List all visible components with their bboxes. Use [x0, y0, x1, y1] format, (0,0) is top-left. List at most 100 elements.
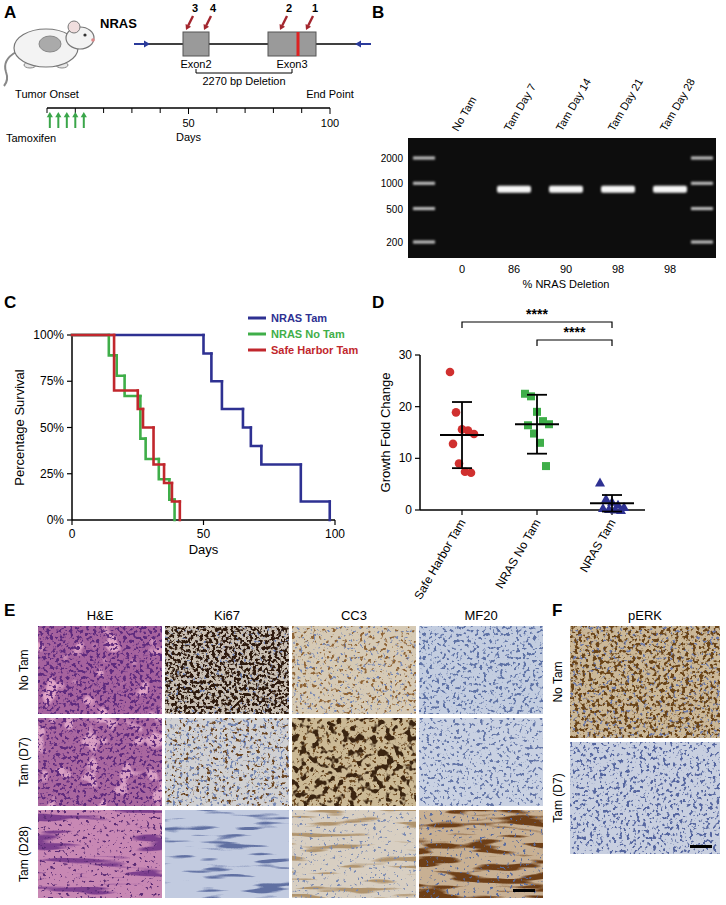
error-bar: [527, 395, 547, 454]
primer-arrow: [204, 16, 211, 30]
timeline-tick: [301, 108, 302, 113]
timeline-tick: [160, 108, 161, 113]
survival-step: [146, 439, 159, 459]
scale-bar: [513, 889, 535, 892]
tile-texture: [292, 718, 416, 806]
tamoxifen-dose: [81, 112, 87, 128]
ladder-band: [691, 182, 713, 185]
panel-label: B: [372, 3, 384, 22]
histology-image: [38, 626, 162, 714]
primer-label: 1: [312, 2, 318, 14]
panel-label: C: [4, 293, 16, 312]
lane-label: Tam Day 21: [605, 76, 645, 133]
point: [446, 368, 455, 377]
tile-texture: [292, 626, 416, 714]
error-stem: [461, 402, 463, 468]
ladder-band: [691, 207, 713, 210]
error-stem: [611, 495, 613, 512]
ladder-band: [413, 241, 435, 244]
tamoxifen-dose-shaft: [66, 117, 68, 128]
tile-texture: [38, 718, 162, 806]
pcr-band: [549, 186, 583, 193]
tamoxifen-dose: [64, 112, 70, 128]
ladder-label: 1000: [381, 178, 404, 189]
y-tick: [67, 381, 72, 382]
figure: ANRASExon2Exon334212270 bp Deletion50100…: [0, 0, 726, 905]
tick-label: 50: [197, 527, 211, 541]
x-tick: [71, 520, 72, 525]
histology-image: [165, 718, 289, 806]
error-cap: [527, 394, 547, 396]
tick-label: 100: [325, 527, 345, 541]
error-stem: [536, 395, 538, 454]
tile-texture: [419, 718, 543, 806]
point: [470, 430, 479, 439]
tile-background: [165, 718, 289, 806]
lane-label: Tam Day 14: [553, 76, 593, 133]
gel: [408, 138, 716, 258]
tamoxifen-dose-head: [81, 112, 87, 117]
tick-label: 75%: [40, 374, 64, 388]
ladder-label: 200: [386, 237, 403, 248]
primer-arrow: [306, 16, 313, 30]
survival-step: [114, 335, 138, 391]
tile-background: [38, 626, 162, 714]
panel-label: A: [4, 3, 16, 22]
mutation: [297, 32, 300, 56]
tick-label: 100%: [33, 328, 64, 342]
mouse-ear: [68, 21, 80, 33]
error-cap: [527, 453, 547, 455]
timeline-tick: [330, 108, 331, 114]
lane-label: Tam Day 7: [501, 81, 538, 133]
column-label: pERK: [628, 608, 662, 623]
tile-background: [165, 626, 289, 714]
y-tick: [415, 406, 420, 407]
column-label: MF20: [464, 608, 497, 623]
column-label: CC3: [341, 608, 367, 623]
primer-arrow-shaft: [282, 16, 287, 26]
point: [449, 440, 458, 449]
percent-label: 90: [560, 263, 572, 275]
primer-arrow-shaft: [188, 16, 193, 26]
y-tick: [415, 509, 420, 510]
axis-label: Days: [189, 542, 219, 557]
tile-texture: [292, 810, 416, 898]
tile-texture: [570, 626, 720, 738]
primer-arrow-shaft: [206, 16, 211, 26]
survival-step: [328, 502, 331, 521]
tile-background: [570, 626, 720, 738]
histology-image: [419, 718, 543, 806]
tamoxifen-dose-shaft: [57, 117, 59, 128]
histology-image: [570, 626, 720, 738]
tile-texture: [165, 626, 289, 714]
survival-step: [164, 465, 172, 484]
axis-label: Growth Fold Change: [378, 373, 393, 493]
error-cap: [602, 511, 622, 513]
tamoxifen-dose-head: [72, 112, 78, 117]
tile-texture: [292, 810, 416, 898]
survival-step: [72, 334, 114, 337]
tick-label: NRAS Tam: [577, 517, 619, 575]
point: [616, 505, 626, 514]
tile-texture: [570, 626, 720, 738]
mouse-eye: [83, 33, 86, 36]
timeline-tick: [188, 108, 189, 114]
y-tick: [415, 458, 420, 459]
histology-image: [38, 810, 162, 898]
error-cap: [452, 401, 472, 403]
ladder-band: [413, 207, 435, 210]
primer-arrow-head: [280, 24, 286, 30]
histology-image: [165, 626, 289, 714]
histology-image: [419, 626, 543, 714]
histology-image: [165, 810, 289, 898]
tamoxifen-dose-head: [47, 112, 53, 117]
timeline-label: Tumor Onset: [15, 88, 79, 100]
timeline-tick: [216, 108, 217, 113]
panel-label: D: [372, 293, 384, 312]
timeline-tick: [103, 108, 104, 113]
deletion-label: 2270 bp Deletion: [202, 75, 285, 87]
survival-step: [72, 334, 204, 337]
x-tick: [536, 510, 537, 515]
percent-label: 98: [664, 263, 676, 275]
pcr-band: [601, 186, 635, 193]
